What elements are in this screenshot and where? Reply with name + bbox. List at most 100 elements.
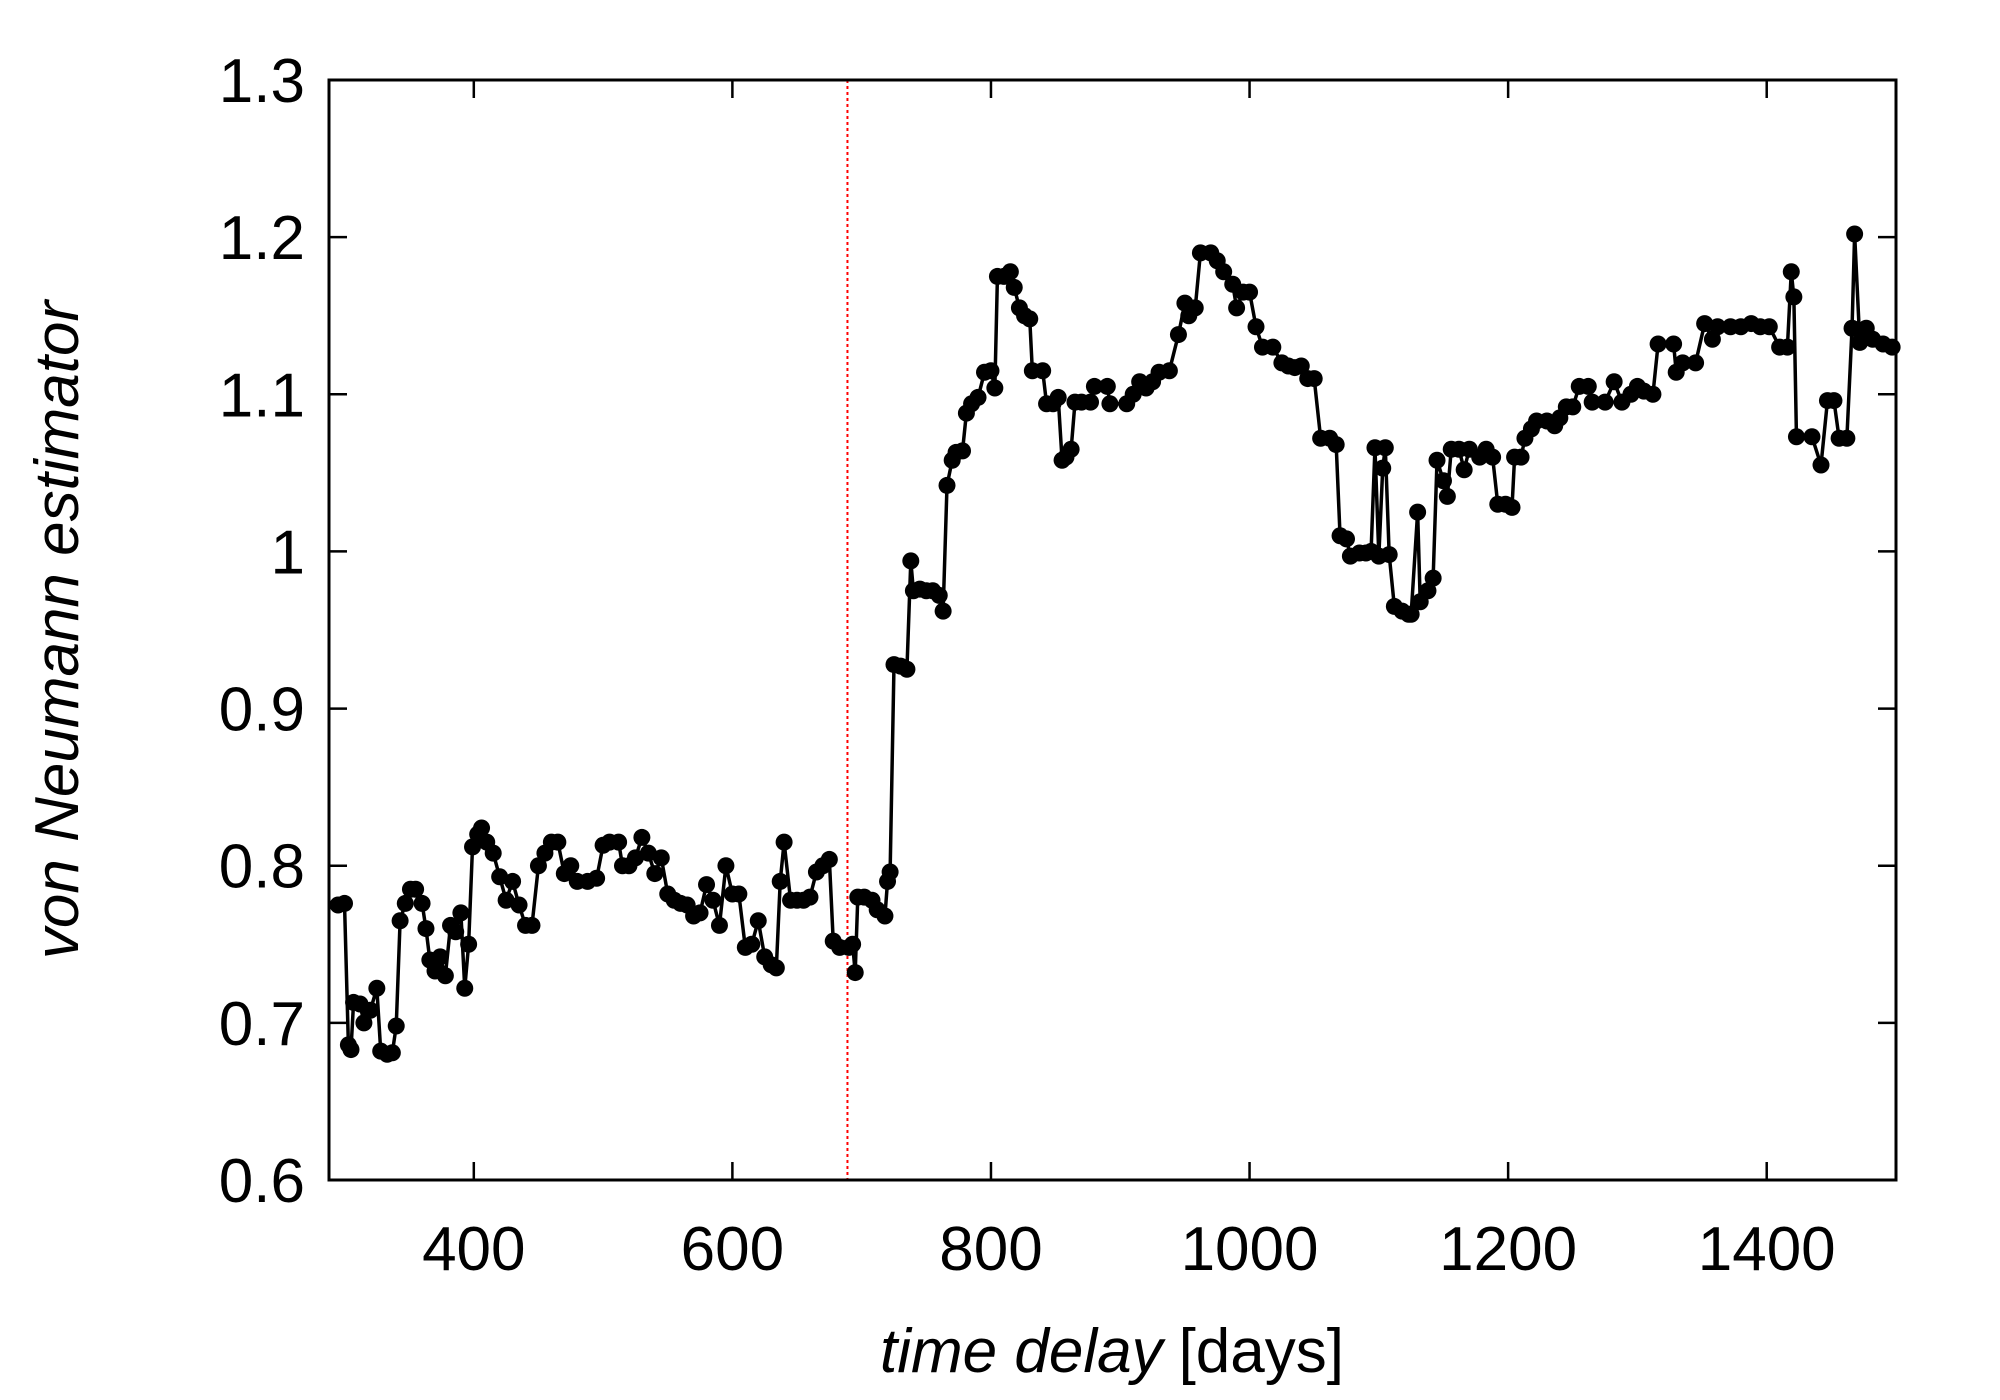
data-point [523,916,541,934]
y-tick-label: 1.1 [219,361,305,430]
y-axis-label: von Neumann estimator [23,299,92,960]
data-point [1228,299,1246,317]
data-point [460,935,478,953]
data-point [549,833,567,851]
data-point [1644,385,1662,403]
data-point [361,1001,379,1019]
data-point [767,959,785,977]
data-point [368,979,386,997]
data-point [1376,439,1394,457]
data-point [1503,498,1521,516]
data-point [1564,398,1582,416]
data-point [1409,503,1427,521]
data-point [529,857,547,875]
data-point [1484,448,1502,466]
data-point [1082,393,1100,411]
data-point [1005,278,1023,296]
data-point [749,912,767,930]
data-point [1160,362,1178,380]
data-point [431,948,449,966]
series-line [337,233,1893,1057]
y-tick-label: 1 [271,518,305,587]
data-point [710,916,728,934]
data-point [1434,472,1452,490]
data-point [1782,263,1800,281]
data-point [1241,283,1259,301]
data-point [902,552,920,570]
data-point [1778,338,1796,356]
data-point [1846,225,1864,243]
data-point [1883,338,1901,356]
data-point [1380,546,1398,564]
x-tick-label: 400 [422,1215,525,1284]
data-point [1709,318,1727,336]
data-point [730,885,748,903]
data-point [652,849,670,867]
data-point [1264,338,1282,356]
data-point [717,857,735,875]
data-point [1843,319,1861,337]
data-point [698,876,716,894]
data-point [447,923,465,941]
data-point [1649,335,1667,353]
data-point [610,833,628,851]
data-point [969,388,987,406]
data-point [1428,451,1446,469]
data-point [1455,461,1473,479]
data-point [954,442,972,460]
data-point [801,888,819,906]
data-point [1292,357,1310,375]
data-point [504,872,522,890]
y-tick-label: 1.2 [219,204,305,273]
y-tick-label: 0.7 [219,990,305,1059]
data-point [1825,392,1843,410]
x-tick-label: 1000 [1181,1215,1319,1284]
data-point [1605,373,1623,391]
data-point [497,891,515,909]
data-point [986,379,1004,397]
data-point [355,1014,373,1032]
data-point [1327,436,1345,454]
data-point [1101,395,1119,413]
data-point [820,850,838,868]
data-point [473,819,491,837]
data-point [1374,459,1392,477]
data-point [391,912,409,930]
x-axis-label-unit: [days] [1179,1317,1344,1386]
data-point [562,857,580,875]
data-point [1803,428,1821,446]
data-point [1665,335,1683,353]
data-point [844,935,862,953]
data-point [1305,370,1323,388]
data-point [1001,263,1019,281]
data-point [1021,310,1039,328]
x-tick-label: 1200 [1439,1215,1577,1284]
data-point [1215,263,1233,281]
data-point [436,967,454,985]
data-point [743,935,761,953]
data-point [1169,326,1187,344]
data-point [1085,377,1103,395]
data-point [982,362,1000,380]
data-point [1760,318,1778,336]
data-point [1247,318,1265,336]
data-point [1438,487,1456,505]
data-point [413,894,431,912]
data-point [704,891,722,909]
plot-frame [327,78,1898,1182]
data-point [1186,299,1204,317]
data-point [484,844,502,862]
data-point [407,880,425,898]
data-point [1049,388,1067,406]
data-point [1062,440,1080,458]
data-point [588,869,606,887]
data-point [938,476,956,494]
x-tick-label: 600 [681,1215,784,1284]
data-point [456,979,474,997]
data-point [881,863,899,881]
data-point [1098,377,1116,395]
x-tick-label: 800 [939,1215,1042,1284]
data-point [1512,448,1530,466]
data-point [1402,605,1420,623]
